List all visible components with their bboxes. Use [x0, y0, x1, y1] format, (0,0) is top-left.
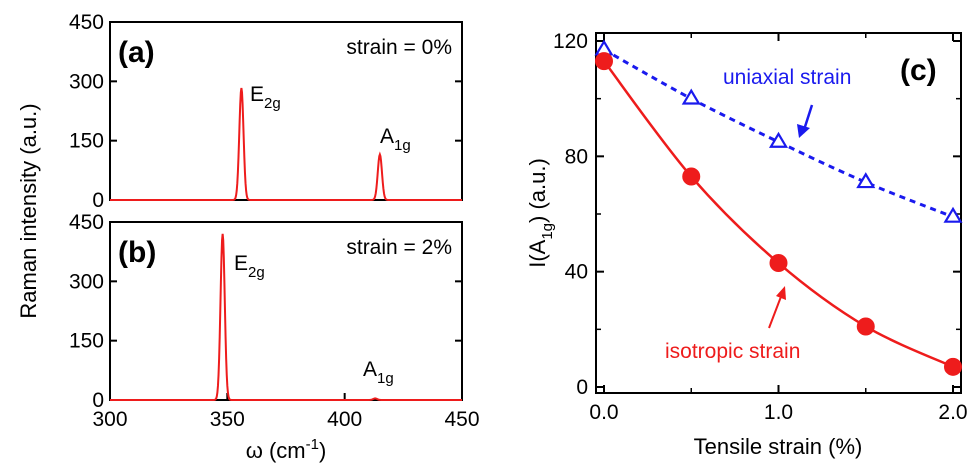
- panel-a-spectrum-line: [110, 87, 462, 201]
- y-tick-label: 120: [553, 30, 588, 53]
- uniaxial-series-annotation: uniaxial strain: [723, 66, 851, 89]
- x-tick-label: 0.0: [589, 401, 618, 424]
- panel-b-strain-annotation: strain = 2%: [346, 236, 452, 259]
- isotropic-data-point: [682, 167, 701, 186]
- y-tick-label: 0: [576, 376, 588, 399]
- y-tick-label: 150: [69, 130, 104, 153]
- panel-b-x-axis-label: ω (cm-1): [246, 436, 327, 463]
- isotropic-data-point: [595, 52, 613, 71]
- x-tick-label: 400: [327, 408, 362, 431]
- y-tick-label: 300: [69, 270, 104, 293]
- uniaxial-data-point: [943, 206, 963, 223]
- panel-a-peak-label-e2g: E2g: [250, 83, 281, 112]
- uniaxial-series-line: [603, 48, 954, 219]
- x-tick-label: 1.0: [764, 401, 793, 424]
- panel-c-label: (c): [900, 54, 937, 87]
- uniaxial-data-point: [681, 88, 701, 105]
- uniaxial-data-point: [856, 172, 876, 189]
- panel-c-y-axis-label: I(A1g) (a.u.): [525, 158, 556, 268]
- panel-c: 0 40 80 120 0.0 1.0 2.0 (c) uniaxial strain i…: [525, 30, 968, 459]
- panel-c-x-axis-label: Tensile strain (%): [694, 434, 863, 459]
- x-tick-label: 300: [92, 408, 127, 431]
- panel-b-peak-label-e2g: E2g: [234, 252, 265, 281]
- y-tick-label: 450: [69, 211, 104, 234]
- isotropic-series-line: [603, 60, 954, 368]
- y-tick-label: 300: [69, 70, 104, 93]
- panel-a-strain-annotation: strain = 0%: [346, 36, 452, 59]
- panel-b-peak-label-a1g: A1g: [363, 358, 394, 387]
- uniaxial-annotation-arrow: [797, 104, 814, 138]
- x-tick-label: 350: [210, 408, 245, 431]
- uniaxial-data-point: [768, 131, 789, 148]
- panel-a-label: (a): [118, 36, 155, 69]
- raman-y-axis-label: Raman intensity (a.u.): [16, 103, 41, 318]
- y-tick-label: 0: [92, 189, 104, 212]
- y-tick-label: 150: [69, 330, 104, 353]
- isotropic-series-annotation: isotropic strain: [665, 340, 800, 363]
- y-tick-label: 40: [565, 261, 588, 284]
- x-tick-label: 450: [444, 408, 479, 431]
- panel-b-label: (b): [118, 236, 156, 269]
- panel-a: 0 150 300 450 (a) strain = 0% E2g A1g: [69, 11, 463, 212]
- isotropic-data-point: [944, 357, 962, 376]
- x-tick-label: 2.0: [938, 401, 967, 424]
- y-tick-label: 0: [92, 389, 104, 412]
- y-tick-label: 450: [69, 11, 104, 34]
- isotropic-data-point: [769, 254, 788, 273]
- isotropic-data-point: [856, 317, 875, 336]
- panel-b-spectrum-line: [110, 233, 462, 401]
- isotropic-annotation-arrow: [768, 286, 786, 329]
- y-tick-label: 80: [565, 145, 588, 168]
- panel-a-peak-label-a1g: A1g: [380, 125, 411, 154]
